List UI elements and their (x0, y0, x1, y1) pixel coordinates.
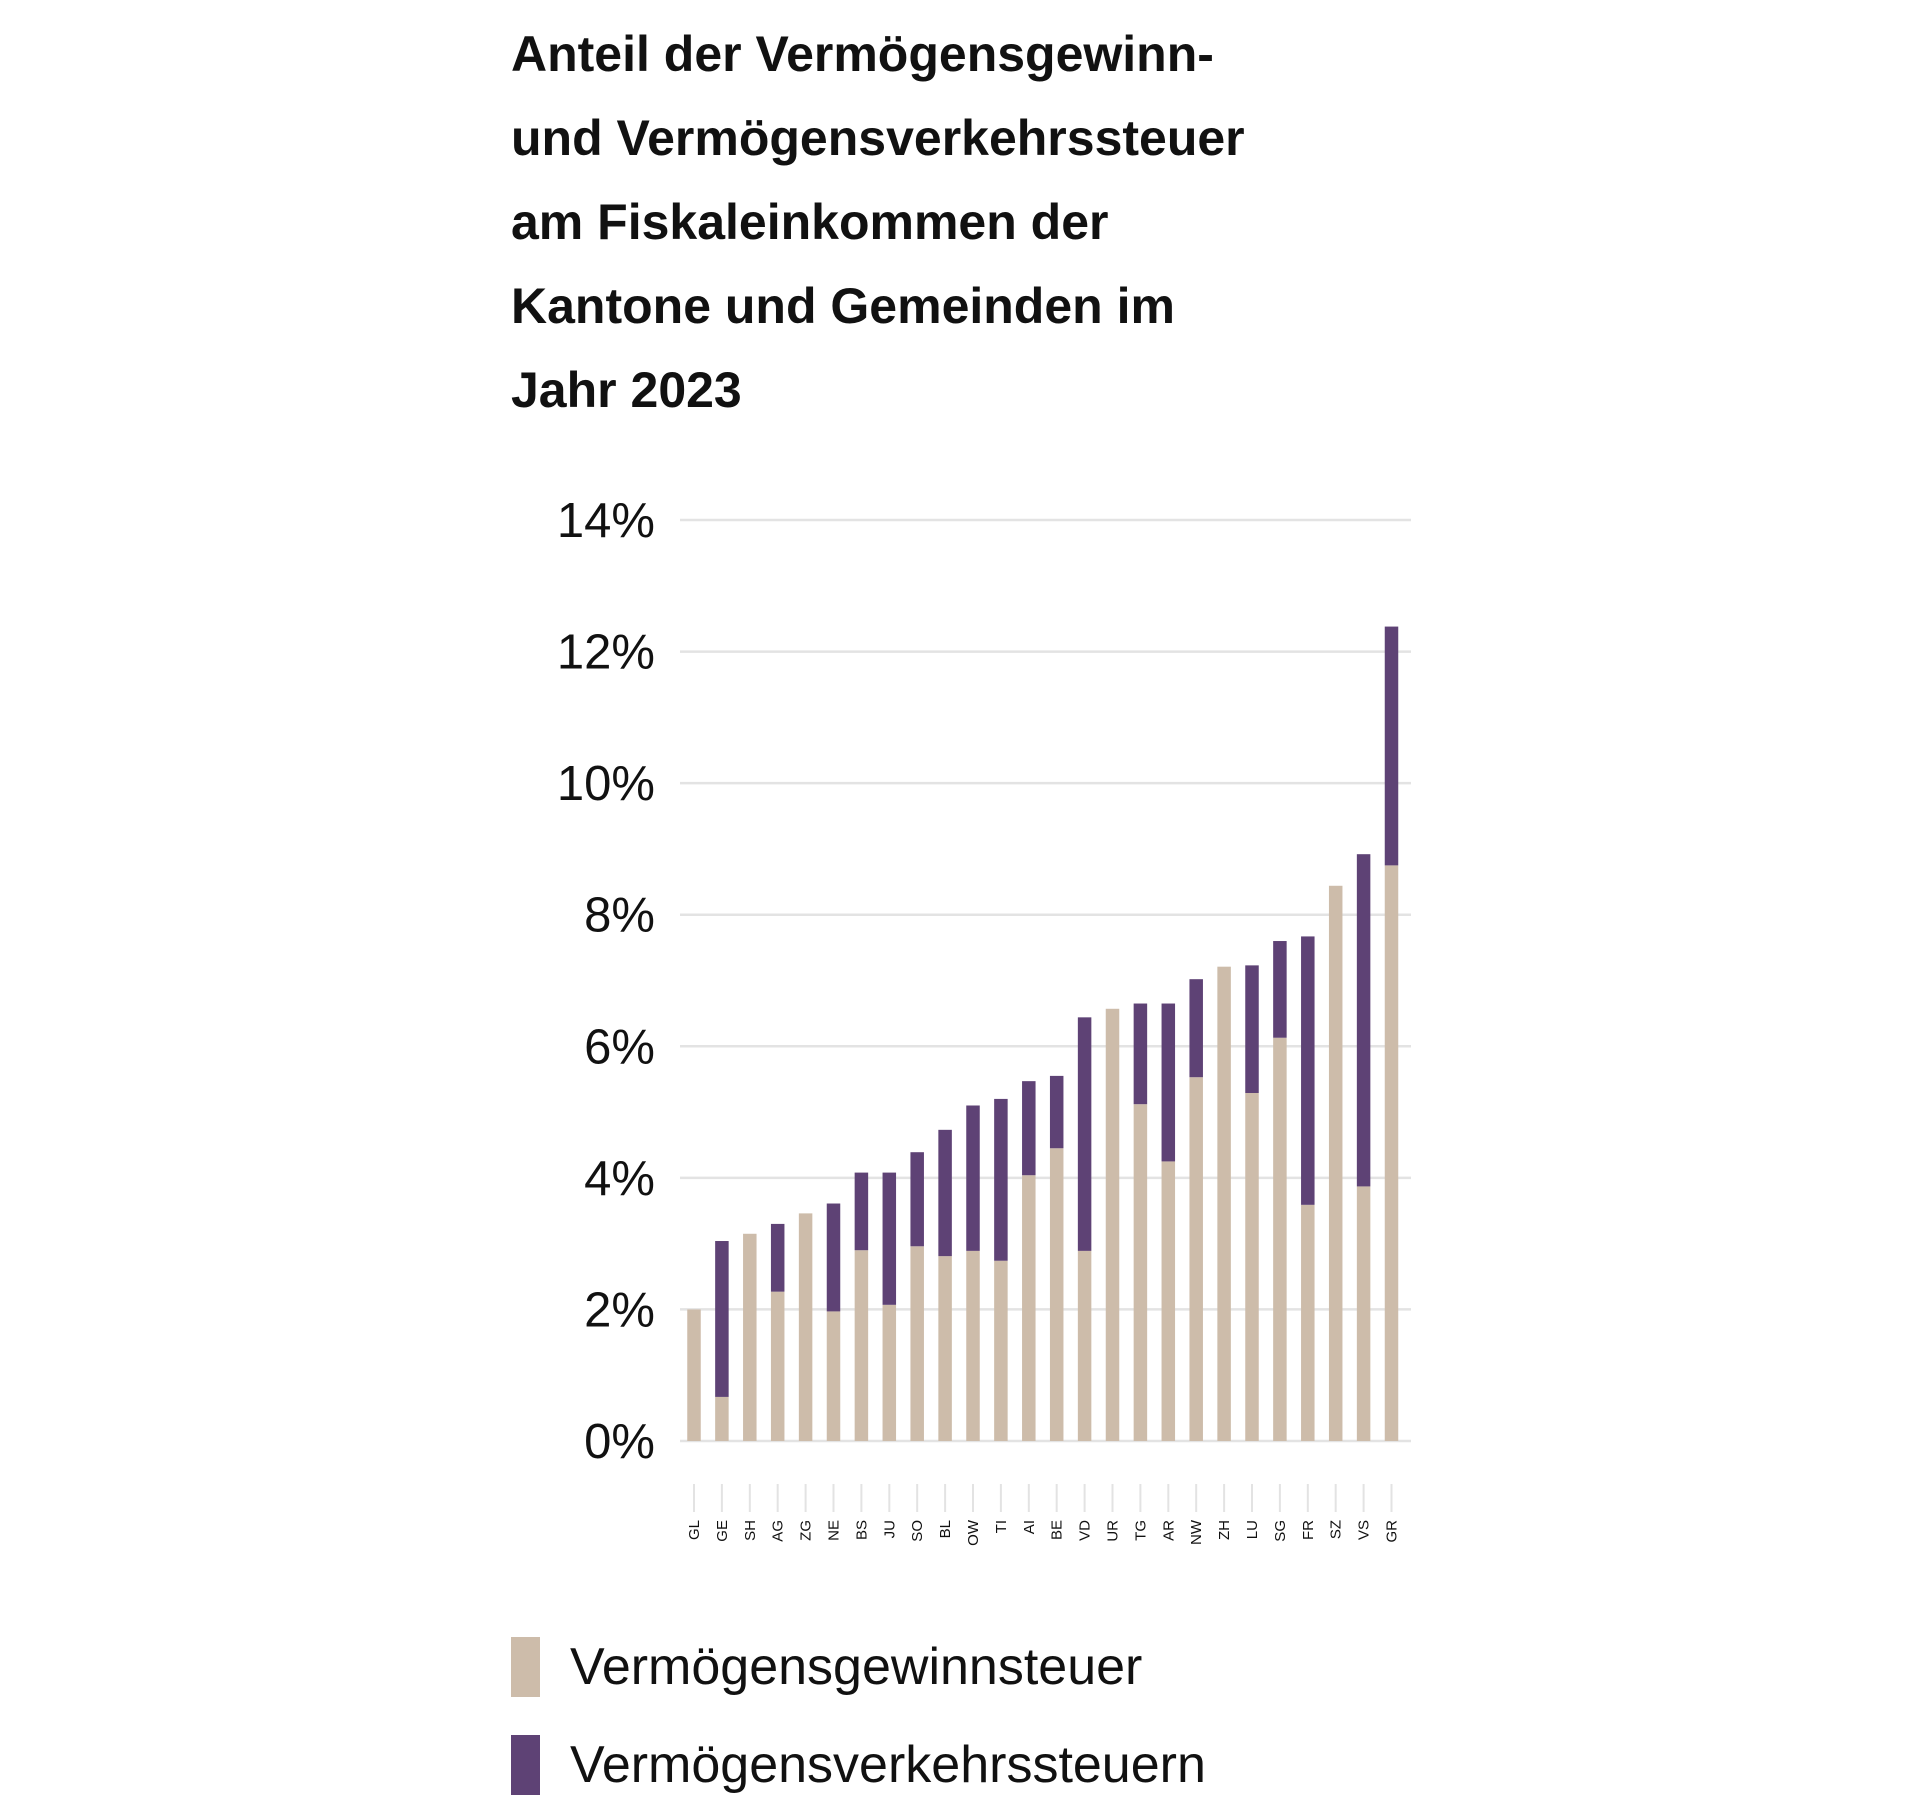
y-tick-label: 6% (584, 1020, 655, 1074)
x-tick-label: BL (937, 1520, 954, 1538)
legend-swatch (511, 1637, 540, 1697)
bar-segment-ti-verkehrssteuern (994, 1098, 1008, 1261)
bar-segment-ai-verkehrssteuern (1022, 1081, 1036, 1176)
legend-label: Vermögensgewinnsteuer (570, 1638, 1143, 1696)
bar-segment-be-gewinnsteuer (1049, 1148, 1064, 1441)
bar-segment-so-verkehrssteuern (910, 1152, 924, 1247)
x-tick-label: NE (826, 1520, 843, 1541)
bar-segment-bs-gewinnsteuer (854, 1250, 869, 1441)
y-tick-label: 10% (557, 757, 655, 811)
x-tick-label: AR (1160, 1520, 1177, 1541)
bar-segment-lu-verkehrssteuern (1245, 965, 1259, 1093)
bar-segment-fr-gewinnsteuer (1301, 1204, 1315, 1441)
x-tick-label: GE (714, 1520, 731, 1542)
y-tick-label: 0% (584, 1415, 655, 1469)
bar-segment-fr-verkehrssteuern (1301, 936, 1315, 1205)
bar-segment-gr-gewinnsteuer (1384, 865, 1399, 1441)
bar-segment-vd-verkehrssteuern (1077, 1017, 1092, 1251)
x-tick-label: SZ (1328, 1520, 1345, 1539)
bar-segment-bl-verkehrssteuern (938, 1129, 952, 1257)
x-tick-label: AI (1021, 1520, 1038, 1534)
y-tick-label: 12% (557, 626, 655, 680)
bar-segment-zg-gewinnsteuer (798, 1213, 813, 1441)
y-tick-label: 8% (584, 889, 655, 943)
x-tick-label: OW (965, 1519, 982, 1546)
y-tick-label: 2% (584, 1283, 655, 1337)
bar-segment-bl-gewinnsteuer (938, 1256, 952, 1441)
x-tick-label: UR (1105, 1520, 1122, 1542)
x-tick-label: JU (881, 1520, 898, 1538)
bar-segment-sz-gewinnsteuer (1328, 885, 1343, 1441)
title-line: am Fiskaleinkommen der (511, 194, 1109, 250)
bar-segment-ar-gewinnsteuer (1161, 1161, 1176, 1441)
bar-segment-lu-gewinnsteuer (1245, 1092, 1259, 1441)
title-line: Jahr 2023 (511, 362, 742, 418)
title-line: Kantone und Gemeinden im (511, 278, 1175, 334)
x-tick-label: SH (742, 1520, 759, 1541)
bar-segment-sg-gewinnsteuer (1273, 1037, 1287, 1441)
bar-segment-ti-gewinnsteuer (994, 1260, 1008, 1441)
bar-segment-ar-verkehrssteuern (1161, 1003, 1176, 1162)
bar-segment-ur-gewinnsteuer (1105, 1008, 1120, 1441)
legend-item-vermoegensgewinnsteuer: Vermögensgewinnsteuer (511, 1637, 1142, 1697)
bar-segment-vs-verkehrssteuern (1356, 854, 1371, 1187)
y-tick-label: 4% (584, 1152, 655, 1206)
title-line: Anteil der Vermögensgewinn- (511, 26, 1214, 82)
bar-segment-gr-verkehrssteuern (1384, 626, 1399, 866)
bar-segment-gl-gewinnsteuer (687, 1309, 701, 1441)
x-tick-label: GL (686, 1520, 703, 1540)
bar-segment-ow-gewinnsteuer (966, 1250, 980, 1441)
bar-segment-so-gewinnsteuer (910, 1246, 924, 1441)
title-line: und Vermögensverkehrssteuer (511, 110, 1245, 166)
x-tick-label: TI (993, 1520, 1010, 1533)
bar-segment-ag-verkehrssteuern (770, 1223, 785, 1292)
chart-title: Anteil der Vermögensgewinn- und Vermögen… (511, 12, 1411, 432)
y-tick-label: 14% (557, 494, 655, 548)
bar-segment-nw-verkehrssteuern (1189, 979, 1203, 1078)
x-tick-label: LU (1244, 1520, 1261, 1539)
bar-segment-ag-gewinnsteuer (770, 1291, 785, 1441)
bar-segment-ge-verkehrssteuern (715, 1241, 729, 1397)
x-tick-label: SG (1272, 1520, 1289, 1542)
legend-label: Vermögensverkehrssteuern (570, 1736, 1206, 1794)
x-tick-label: AG (770, 1520, 787, 1542)
x-tick-label: ZG (798, 1520, 815, 1541)
bar-segment-be-verkehrssteuern (1049, 1075, 1064, 1149)
bar-segment-zh-gewinnsteuer (1217, 966, 1231, 1441)
bar-segment-sh-gewinnsteuer (743, 1233, 757, 1441)
x-tick-label: BE (1049, 1520, 1066, 1540)
x-tick-label: GR (1384, 1520, 1401, 1543)
x-tick-label: BS (853, 1520, 870, 1540)
bar-segment-ow-verkehrssteuern (966, 1105, 980, 1251)
bar-segment-tg-gewinnsteuer (1133, 1104, 1148, 1441)
x-tick-label: SO (909, 1520, 926, 1542)
bar-segment-nw-gewinnsteuer (1189, 1077, 1203, 1441)
bar-segment-vd-gewinnsteuer (1077, 1250, 1092, 1441)
bar-segment-ju-gewinnsteuer (882, 1304, 897, 1441)
x-tick-label: VD (1077, 1520, 1094, 1541)
bar-segment-sg-verkehrssteuern (1273, 941, 1287, 1038)
bar-segment-ai-gewinnsteuer (1022, 1175, 1036, 1441)
x-tick-label: TG (1132, 1520, 1149, 1541)
bar-segment-ne-verkehrssteuern (826, 1203, 841, 1312)
legend-swatch (511, 1735, 540, 1795)
x-tick-label: VS (1356, 1520, 1373, 1540)
bar-segment-tg-verkehrssteuern (1133, 1003, 1148, 1105)
bar-segment-ne-gewinnsteuer (826, 1311, 841, 1441)
bar-segment-bs-verkehrssteuern (854, 1172, 869, 1251)
x-tick-label: ZH (1216, 1520, 1233, 1540)
bar-segment-ju-verkehrssteuern (882, 1172, 897, 1305)
x-tick-label: NW (1188, 1519, 1205, 1545)
x-tick-label: FR (1300, 1520, 1317, 1540)
bar-segment-ge-gewinnsteuer (715, 1396, 729, 1441)
legend-item-vermoegensverkehrssteuern: Vermögensverkehrssteuern (511, 1735, 1206, 1795)
bar-segment-vs-gewinnsteuer (1356, 1186, 1371, 1441)
